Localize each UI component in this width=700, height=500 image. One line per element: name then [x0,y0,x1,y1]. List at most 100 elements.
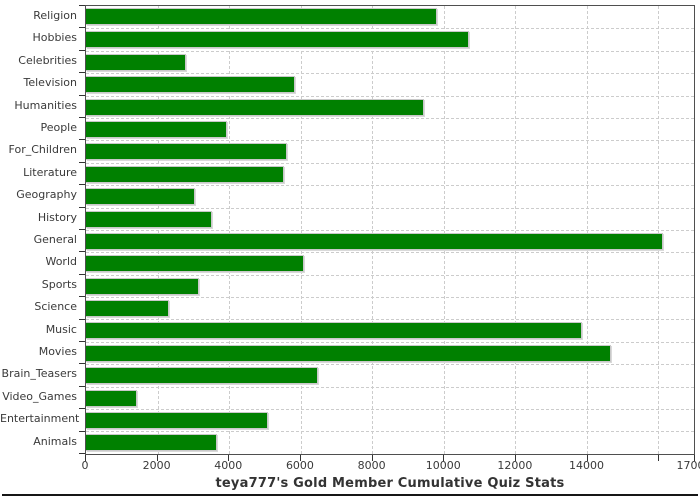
plot-area [85,5,695,455]
bar-humanities [86,98,424,116]
y-tick-mark [79,27,85,29]
bar-row [86,341,694,364]
y-tick-mark [79,5,85,6]
bar-science [86,300,169,318]
x-tick-mark [443,455,445,461]
y-tick-mark [79,385,85,387]
bar-geography [86,188,196,206]
bar-row [86,229,694,252]
category-label: Science [34,300,77,314]
x-tick-mark [514,455,516,461]
bar-brain_teasers [86,367,319,385]
y-tick-mark [79,184,85,186]
bar-literature [86,165,285,183]
x-tick-mark [371,455,373,461]
category-label: Movies [38,345,77,358]
category-label: Geography [16,188,77,202]
bar-row [86,6,694,28]
y-tick-mark [79,206,85,208]
category-label: For_Children [8,143,77,157]
bar-celebrities [86,53,187,71]
bar-movies [86,344,612,362]
bar-row [86,28,694,50]
category-label: Television [23,76,78,90]
category-label: Sports [41,277,77,291]
y-tick-mark [79,72,85,74]
category-label: Humanities [14,98,77,112]
bar-row [86,409,694,431]
x-tick-label: 17000 [676,459,700,472]
category-label: Entertainment [0,412,80,426]
y-tick-mark [79,273,85,275]
bar-entertainment [86,412,269,430]
y-tick-mark [79,49,85,51]
bar-row [86,162,694,185]
x-tick-mark [228,455,230,461]
x-tick-label: 0 [81,459,89,472]
bar-music [86,322,583,340]
category-label: Hobbies [32,31,77,45]
bar-row [86,431,694,453]
y-tick-mark [79,139,85,141]
y-tick-mark [79,296,85,298]
x-tick-mark [299,455,301,461]
category-label: People [40,121,77,134]
bar-people [86,120,227,138]
x-tick-mark [658,455,660,461]
bar-world [86,255,304,273]
bottom-border-line [2,494,698,496]
chart-title: teya777's Gold Member Cumulative Quiz St… [215,476,565,491]
x-tick-mark [156,455,158,461]
bar-for_children [86,143,288,161]
x-tick-label: 10000 [425,459,461,472]
x-tick-mark [694,455,695,461]
bar-row [86,117,694,140]
category-label: Brain_Teasers [1,367,77,381]
y-tick-mark [79,363,85,365]
y-tick-mark [79,251,85,253]
y-tick-mark [79,229,85,230]
bar-row [86,73,694,95]
bar-history [86,210,212,228]
x-tick-label: 14000 [569,459,605,472]
x-tick-label: 6000 [285,459,314,472]
x-tick-label: 2000 [142,459,171,472]
category-label: History [37,210,77,224]
category-label: Animals [33,434,77,448]
y-tick-mark [79,341,85,342]
bar-row [86,274,694,297]
bar-hobbies [86,31,470,49]
category-label: Music [45,322,77,336]
bar-animals [86,434,217,452]
category-label: Religion [33,9,77,22]
bar-row [86,50,694,73]
bar-television [86,76,295,94]
x-tick-mark [85,455,86,461]
y-tick-mark [79,408,85,410]
y-tick-mark [79,161,85,163]
bar-row [86,95,694,118]
bar-row [86,185,694,207]
y-tick-mark [79,117,85,118]
y-tick-mark [79,318,85,320]
bar-row [86,140,694,162]
x-tick-mark [586,455,588,461]
category-label: General [33,233,77,246]
y-tick-mark [79,94,85,96]
bar-video_games [86,389,137,407]
bar-religion [86,8,437,25]
bar-row [86,252,694,274]
y-tick-mark [79,430,85,432]
bar-row [86,364,694,386]
category-label: Literature [23,165,77,179]
category-label: Celebrities [18,53,77,67]
x-tick-label: 4000 [214,459,243,472]
bar-row [86,207,694,230]
bar-row [86,319,694,341]
y-tick-mark [79,453,85,454]
bar-row [86,297,694,319]
bar-sports [86,277,199,295]
bar-general [86,232,663,250]
category-label: World [45,255,77,269]
